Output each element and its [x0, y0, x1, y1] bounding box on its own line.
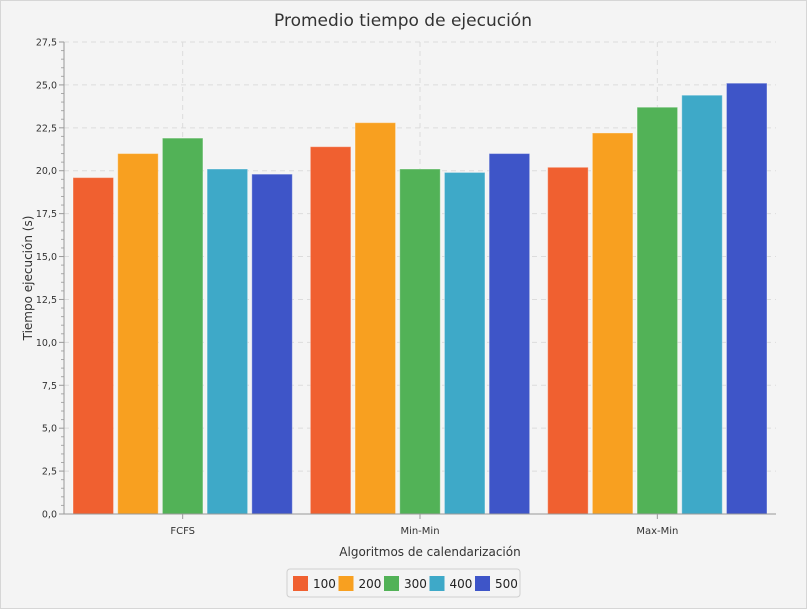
bar-400-max-min: [681, 94, 723, 515]
legend: 100 200 300 400 500: [286, 568, 521, 598]
bar-500-max-min: [725, 82, 768, 515]
bar-100-fcfs: [72, 177, 115, 515]
legend-label-500: 500: [495, 577, 518, 591]
x-tick-label: FCFS: [170, 526, 195, 537]
y-tick-label: 25,0: [36, 80, 57, 91]
bar-200-min-min: [354, 122, 397, 515]
y-tick-label: 27,5: [36, 38, 57, 49]
bar-300-min-min: [399, 168, 441, 515]
bar-200-fcfs: [117, 153, 159, 515]
x-tick-label: Max-Min: [636, 526, 678, 537]
y-tick-label: 22,5: [36, 123, 57, 134]
bar-100-max-min: [547, 166, 589, 515]
bars: [72, 82, 768, 515]
y-tick-label: 2,5: [42, 467, 57, 478]
chart-title: Promedio tiempo de ejecución: [274, 11, 532, 31]
bar-400-min-min: [443, 171, 486, 515]
legend-swatch-500: [475, 576, 490, 591]
legend-swatch-200: [338, 576, 354, 591]
y-axis-label: Tiempo ejecución (s): [21, 216, 35, 342]
legend-swatch-100: [293, 576, 308, 591]
axes: 0,0 2,5 5,0 7,5 10,0 12,5 15,0 17,5 20,0 22,5 25,0…: [36, 38, 776, 537]
y-tick-label: 0,0: [42, 510, 57, 521]
bar-400-fcfs: [206, 168, 249, 515]
legend-swatch-300: [384, 576, 399, 591]
x-axis-label: Algoritmos de calendarización: [339, 545, 520, 559]
legend-label-100: 100: [313, 577, 336, 591]
legend-swatch-400: [429, 576, 445, 591]
y-tick-label: 5,0: [42, 424, 57, 435]
y-tick-label: 10,0: [36, 338, 57, 349]
bar-300-max-min: [636, 106, 679, 515]
legend-label-200: 200: [359, 577, 382, 591]
x-tick-label: Min-Min: [400, 526, 439, 537]
legend-label-400: 400: [450, 577, 473, 591]
y-tick-label: 12,5: [36, 295, 57, 306]
bar-500-fcfs: [251, 173, 293, 515]
legend-label-300: 300: [404, 577, 427, 591]
y-tick-label: 15,0: [36, 252, 57, 263]
y-tick-label: 17,5: [36, 209, 57, 220]
y-tick-label: 7,5: [42, 381, 57, 392]
bar-200-max-min: [591, 132, 634, 515]
y-tick-label: 20,0: [36, 166, 57, 177]
bar-100-min-min: [309, 146, 352, 515]
bar-300-fcfs: [161, 137, 204, 515]
bar-500-min-min: [488, 153, 531, 515]
